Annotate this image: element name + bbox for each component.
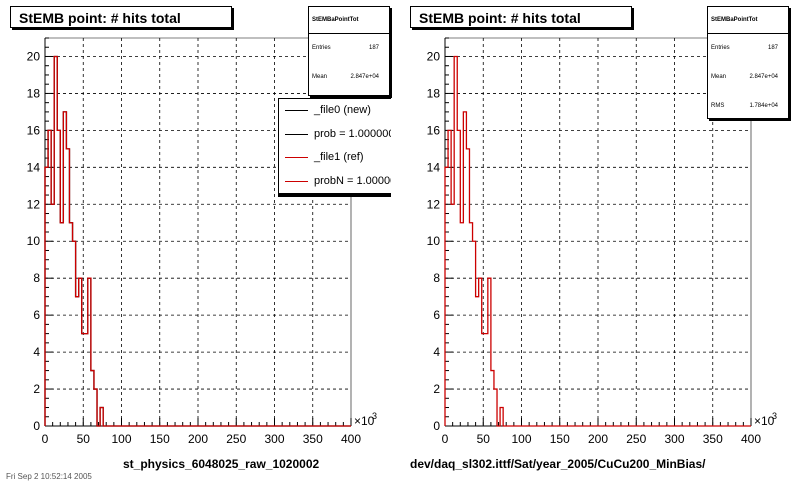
y-tick-label: 14 — [27, 160, 41, 174]
right-stats-mean-value: 2.847e+04 — [749, 74, 778, 80]
x-tick-label: 250 — [626, 432, 646, 446]
x-tick-label: 200 — [588, 432, 608, 446]
legend-label-probn: probN = 1.000000 — [314, 174, 391, 187]
legend-swatch-prob — [285, 133, 308, 135]
left-stats-mean-value: 2.847e+04 — [350, 74, 379, 80]
x-tick-label: 0 — [42, 432, 49, 446]
right-chart-title: StEMB point: # hits total — [410, 6, 632, 28]
y-tick-label: 0 — [433, 419, 440, 433]
right-stats-rms: RMS 1.784e+04 — [708, 92, 788, 121]
x-axis-exponent: ×10 — [354, 414, 375, 428]
left-stats-mean-label: Mean — [312, 74, 328, 80]
legend-swatch-file0 — [285, 110, 308, 111]
legend-swatch-file1 — [285, 157, 308, 158]
y-tick-label: 2 — [433, 382, 440, 396]
right-stats-mean-label: Mean — [711, 74, 727, 80]
y-tick-label: 10 — [27, 234, 41, 248]
right-stats-name: StEMBaPointTot — [708, 7, 788, 34]
y-tick-label: 8 — [33, 271, 40, 285]
legend-swatch-probn — [285, 180, 308, 182]
right-stats-rms-label: RMS — [711, 103, 725, 109]
x-tick-label: 100 — [511, 432, 531, 446]
x-tick-label: 150 — [150, 432, 170, 446]
legend-entry-file1: _file1 (ref) — [279, 146, 391, 170]
y-tick-label: 12 — [27, 197, 41, 211]
histogram-series-0 — [444, 55, 751, 427]
x-tick-label: 100 — [111, 432, 131, 446]
x-tick-label: 400 — [341, 432, 361, 446]
y-tick-label: 18 — [427, 86, 441, 100]
x-tick-label: 350 — [303, 432, 323, 446]
right-stats-rms-value: 1.784e+04 — [749, 103, 778, 109]
y-tick-label: 12 — [427, 197, 441, 211]
histogram-series-1 — [44, 55, 351, 427]
legend-label-prob: prob = 1.000000 — [314, 127, 391, 140]
y-tick-label: 18 — [27, 86, 41, 100]
right-stats-box: StEMBaPointTot Entries 187 Mean 2.847e+0… — [707, 6, 789, 119]
y-tick-label: 20 — [27, 49, 41, 63]
left-stats-box: StEMBaPointTot Entries 187 Mean 2.847e+0… — [308, 6, 390, 96]
x-tick-label: 250 — [226, 432, 246, 446]
x-axis-exponent-power: 3 — [772, 411, 777, 421]
left-stats-name: StEMBaPointTot — [309, 7, 389, 34]
x-tick-label: 50 — [77, 432, 91, 446]
y-tick-label: 20 — [427, 49, 441, 63]
left-histogram-chart: 0 50 100 150 200 250 300 350 400 0 2 4 6 8 10 12 14 16 18 2… — [27, 37, 377, 446]
x-tick-label: 400 — [741, 432, 761, 446]
left-stats-entries: Entries 187 — [309, 34, 389, 63]
legend-entry-probn: probN = 1.000000 — [279, 170, 391, 194]
left-legend: _file0 (new) prob = 1.000000 _file1 (ref… — [278, 98, 391, 194]
right-histogram-chart: 0 50 100 150 200 250 300 350 400 0 2 4 6 8 10 12 14 16 18 2… — [427, 37, 777, 446]
left-stats-entries-label: Entries — [312, 45, 331, 51]
x-tick-label: 200 — [188, 432, 208, 446]
right-stats-entries-value: 187 — [767, 45, 778, 51]
right-x-axis-title: dev/daq_sl302.ittf/Sat/year_2005/CuCu200… — [410, 457, 706, 471]
y-tick-label: 8 — [433, 271, 440, 285]
right-stats-entries: Entries 187 — [708, 34, 788, 63]
left-chart-title: StEMB point: # hits total — [10, 6, 232, 28]
left-x-axis-title: st_physics_6048025_raw_1020002 — [123, 457, 320, 471]
x-axis-exponent: ×10 — [754, 414, 775, 428]
y-tick-label: 10 — [427, 234, 441, 248]
legend-entry-file0: _file0 (new) — [279, 99, 391, 123]
y-tick-label: 4 — [433, 345, 440, 359]
x-tick-label: 50 — [477, 432, 491, 446]
x-tick-label: 150 — [550, 432, 570, 446]
right-stats-mean: Mean 2.847e+04 — [708, 63, 788, 92]
x-tick-label: 350 — [703, 432, 723, 446]
x-tick-label: 300 — [664, 432, 684, 446]
left-stats-entries-value: 187 — [368, 45, 379, 51]
y-tick-label: 4 — [33, 345, 40, 359]
y-tick-label: 14 — [427, 160, 441, 174]
footer-timestamp: Fri Sep 2 10:52:14 2005 — [6, 472, 92, 481]
y-tick-label: 16 — [427, 123, 441, 137]
y-tick-label: 0 — [33, 419, 40, 433]
right-stats-entries-label: Entries — [711, 45, 730, 51]
x-tick-label: 300 — [264, 432, 284, 446]
y-tick-label: 6 — [33, 308, 40, 322]
legend-label-file0: _file0 (new) — [314, 104, 371, 116]
x-axis-exponent-power: 3 — [372, 411, 377, 421]
left-stats-mean: Mean 2.847e+04 — [309, 63, 389, 92]
y-tick-label: 6 — [433, 308, 440, 322]
x-tick-label: 0 — [442, 432, 449, 446]
y-tick-label: 2 — [33, 382, 40, 396]
legend-entry-prob: prob = 1.000000 — [279, 123, 391, 147]
y-tick-label: 16 — [27, 123, 41, 137]
legend-label-file1: _file1 (ref) — [314, 151, 364, 163]
